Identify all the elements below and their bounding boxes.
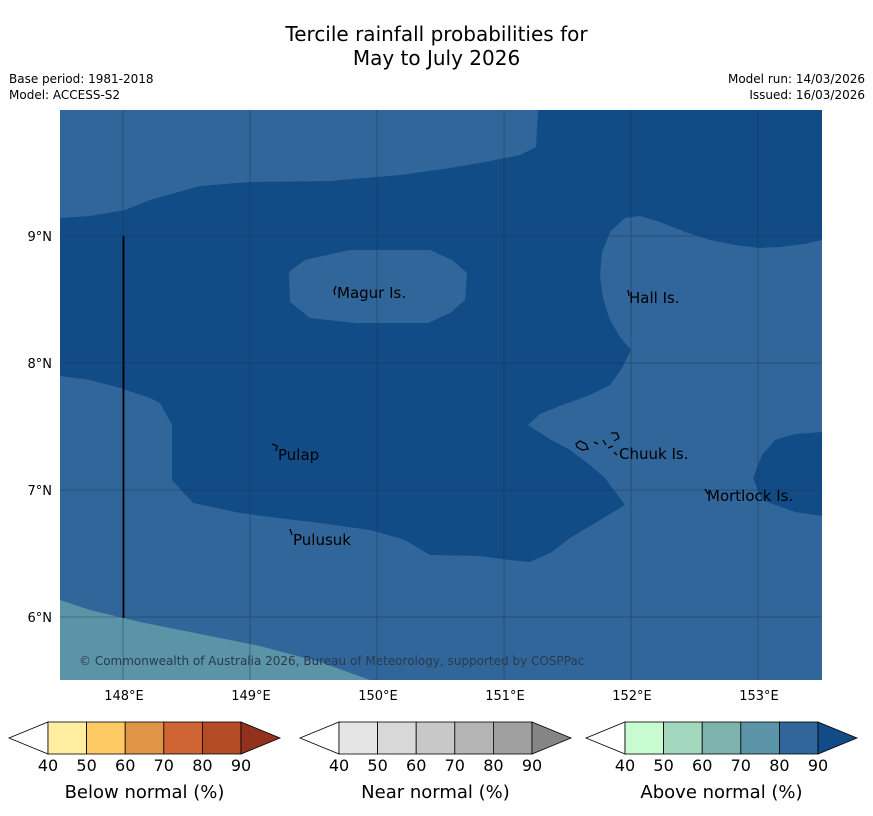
legend-below-extend-low bbox=[7, 721, 49, 755]
island-outline-chuuk-4 bbox=[611, 432, 620, 442]
legend-below-tick-label: 70 bbox=[154, 756, 174, 775]
legend-below-tick-label: 60 bbox=[115, 756, 135, 775]
legend-above-tick-label: 90 bbox=[808, 756, 828, 775]
base-period-text: Base period: 1981-2018 bbox=[9, 72, 154, 86]
legend-near-swatch bbox=[338, 721, 378, 755]
place-label-magur: Magur Is. bbox=[337, 284, 406, 302]
legend-near-swatch bbox=[454, 721, 494, 755]
legend-below-swatch bbox=[201, 721, 242, 755]
lat-tick-label: 8°N bbox=[28, 357, 53, 372]
legend-above-swatch bbox=[779, 721, 819, 755]
legend-near-tick-label: 50 bbox=[367, 756, 387, 775]
title-line-1: Tercile rainfall probabilities for bbox=[285, 22, 588, 46]
island-outline-pulap bbox=[271, 443, 278, 452]
legend-above-extend-high bbox=[817, 721, 859, 755]
island-outline-magur bbox=[333, 285, 337, 296]
legend-near-tick-label: 60 bbox=[406, 756, 426, 775]
legend-below-swatch bbox=[124, 721, 165, 755]
legend-below-normal: 40 50 60 70 80 90 Below normal (%) bbox=[7, 721, 282, 803]
place-label-pulusuk: Pulusuk bbox=[293, 531, 351, 549]
legend-below-tick-label: 90 bbox=[231, 756, 251, 775]
place-label-pulap: Pulap bbox=[278, 446, 319, 464]
legend-near-swatch bbox=[492, 721, 533, 755]
legend-near-tick-label: 90 bbox=[522, 756, 542, 775]
legend-above-title: Above normal (%) bbox=[640, 782, 802, 803]
place-label-mortlock: Mortlock Is. bbox=[707, 487, 793, 505]
meta-left: Base period: 1981-2018 Model: ACCESS-S2 bbox=[9, 71, 154, 103]
lon-tick-label: 153°E bbox=[739, 689, 779, 704]
lon-tick-label: 151°E bbox=[485, 689, 525, 704]
island-outline-chuuk-2 bbox=[593, 441, 599, 445]
map-panel: Magur Is. Hall Is. Pulap Chuuk Is. Mortl… bbox=[60, 110, 822, 680]
island-outline-chuuk-6 bbox=[613, 451, 618, 456]
model-run-text: Model run: 14/03/2026 bbox=[727, 72, 865, 86]
legend-near-tick-label: 80 bbox=[483, 756, 503, 775]
chart-title: Tercile rainfall probabilities for May t… bbox=[0, 22, 873, 70]
legend-above-tick-label: 60 bbox=[692, 756, 712, 775]
island-outline-pulusuk bbox=[289, 528, 293, 536]
place-label-chuuk: Chuuk Is. bbox=[619, 445, 688, 463]
copyright-text: © Commonwealth of Australia 2026, Bureau… bbox=[79, 654, 584, 668]
lat-tick-label: 7°N bbox=[28, 484, 53, 499]
lon-tick-label: 150°E bbox=[358, 689, 398, 704]
legend-below-title: Below normal (%) bbox=[65, 782, 225, 803]
lon-tick-label: 148°E bbox=[104, 689, 144, 704]
issued-text: Issued: 16/03/2026 bbox=[749, 88, 865, 102]
lon-tick-label: 149°E bbox=[231, 689, 271, 704]
island-outline-chuuk-1 bbox=[575, 440, 589, 451]
legend-above-normal: 40 50 60 70 80 90 Above normal (%) bbox=[584, 721, 859, 803]
legend-above-swatch bbox=[701, 721, 742, 755]
legend-below-tick-label: 50 bbox=[76, 756, 96, 775]
island-outline-hall bbox=[627, 289, 630, 297]
title-line-2: May to July 2026 bbox=[352, 46, 521, 70]
legend-below-swatch bbox=[86, 721, 126, 755]
island-outline-chuuk-5 bbox=[607, 445, 614, 449]
lat-tick-label: 6°N bbox=[28, 611, 53, 626]
legend-near-tick-label: 70 bbox=[445, 756, 465, 775]
legend-near-swatch bbox=[377, 721, 417, 755]
island-outline-mortlock bbox=[704, 488, 709, 495]
legend-above-swatch bbox=[624, 721, 664, 755]
model-text: Model: ACCESS-S2 bbox=[9, 88, 121, 102]
legend-below-tick-label: 40 bbox=[38, 756, 58, 775]
legend-above-tick-label: 80 bbox=[769, 756, 789, 775]
legend-above-extend-low bbox=[584, 721, 626, 755]
legend-below-tick-label: 80 bbox=[192, 756, 212, 775]
legend-above-swatch bbox=[663, 721, 703, 755]
legend-near-swatch bbox=[415, 721, 456, 755]
legend-near-title: Near normal (%) bbox=[361, 782, 510, 803]
legend-above-tick-label: 50 bbox=[653, 756, 673, 775]
island-outline-chuuk-3 bbox=[602, 439, 607, 446]
island-outlines bbox=[271, 285, 709, 536]
lon-tick-label: 152°E bbox=[612, 689, 652, 704]
region-above-90-mortlock bbox=[753, 432, 822, 516]
legend-below-swatch bbox=[163, 721, 203, 755]
place-label-hall: Hall Is. bbox=[629, 289, 680, 307]
legend-above-tick-label: 70 bbox=[731, 756, 751, 775]
legend-near-extend-low bbox=[298, 721, 340, 755]
lat-tick-label: 9°N bbox=[28, 230, 53, 245]
region-above-90 bbox=[60, 110, 822, 562]
legend-near-tick-label: 40 bbox=[329, 756, 349, 775]
legend-near-normal: 40 50 60 70 80 90 Near normal (%) bbox=[298, 721, 573, 803]
legend-below-extend-high bbox=[240, 721, 282, 755]
region-above-70-80 bbox=[60, 600, 370, 680]
region-hole-magur bbox=[289, 250, 467, 323]
legend-below-swatch bbox=[47, 721, 87, 755]
legend-above-tick-label: 40 bbox=[615, 756, 635, 775]
legend-above-swatch bbox=[740, 721, 780, 755]
meta-right: Model run: 14/03/2026 Issued: 16/03/2026 bbox=[728, 71, 865, 103]
legend-near-extend-high bbox=[531, 721, 573, 755]
